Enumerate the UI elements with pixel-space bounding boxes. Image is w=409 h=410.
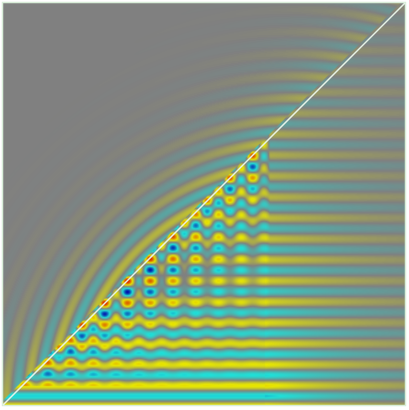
interference-pattern-image [2,2,406,406]
